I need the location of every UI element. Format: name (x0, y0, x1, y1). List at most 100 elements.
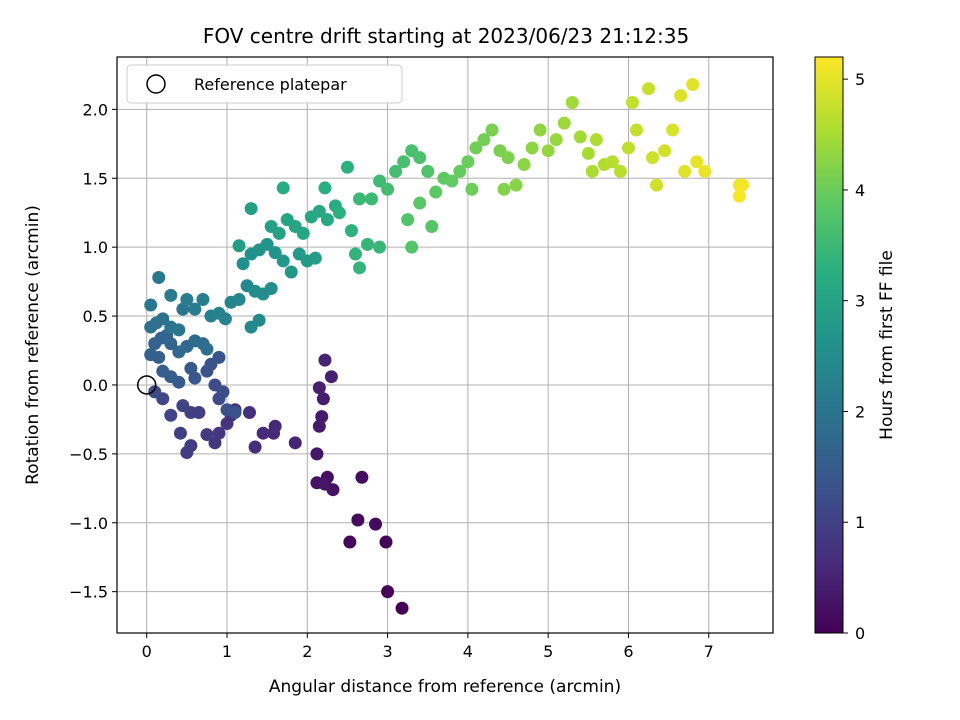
y-axis-ticks: −1.5 −1.0 −0.5 0.0 0.5 1.0 1.5 2.0 (69, 100, 117, 602)
data-point (228, 406, 242, 420)
data-point (315, 410, 329, 424)
colorbar: 0 1 2 3 4 5 Hours from first FF file (814, 56, 897, 643)
data-point (517, 157, 531, 171)
data-point (344, 224, 358, 238)
data-point (200, 428, 214, 442)
data-point (361, 237, 375, 251)
data-point (351, 513, 365, 527)
data-point (312, 204, 326, 218)
data-point (650, 178, 664, 192)
data-point (630, 123, 644, 137)
data-point (252, 313, 266, 327)
data-point (242, 406, 256, 420)
data-point (144, 298, 158, 312)
data-point (365, 192, 379, 206)
data-point (698, 164, 712, 178)
x-tick-label: 4 (463, 642, 473, 661)
legend-box (126, 64, 403, 104)
colorbar-gradient (815, 57, 843, 633)
data-point (320, 213, 334, 227)
data-point (557, 116, 571, 130)
data-point (276, 181, 290, 195)
data-point (461, 155, 475, 169)
data-point (236, 257, 250, 271)
data-point (276, 254, 290, 268)
data-point (690, 155, 704, 169)
colorbar-frame (814, 56, 844, 634)
data-point (509, 178, 523, 192)
data-point (453, 164, 467, 178)
data-point (369, 517, 383, 531)
data-points (144, 78, 749, 615)
data-point (184, 361, 198, 375)
data-point (312, 381, 326, 395)
data-point (605, 155, 619, 169)
data-point (212, 350, 226, 364)
data-point (156, 312, 170, 326)
data-point (621, 141, 635, 155)
data-point (401, 213, 415, 227)
data-point (218, 312, 232, 326)
data-point (573, 130, 587, 144)
data-point (260, 237, 274, 251)
data-point (585, 164, 599, 178)
data-point (445, 174, 459, 188)
data-point (352, 261, 366, 275)
data-point (389, 164, 403, 178)
chart-title: FOV centre drift starting at 2023/06/23 … (203, 24, 689, 48)
data-point (180, 293, 194, 307)
data-point (264, 282, 278, 296)
x-axis-label: Angular distance from reference (arcmin) (269, 677, 621, 697)
colorbar-label: Hours from first FF file (877, 250, 897, 440)
data-point (405, 240, 419, 254)
data-point (735, 178, 749, 192)
data-point (272, 226, 286, 240)
data-point (397, 155, 411, 169)
data-point (429, 185, 443, 199)
y-axis-label: Rotation from reference (arcmin) (23, 205, 43, 485)
data-point (232, 239, 246, 253)
x-tick-label: 7 (704, 642, 714, 661)
colorbar-ticks: 0 1 2 3 4 5 (843, 70, 865, 643)
data-point (156, 364, 170, 378)
x-tick-label: 1 (222, 642, 232, 661)
data-point (581, 146, 595, 160)
data-point (208, 436, 222, 450)
data-point (232, 293, 246, 307)
data-point (373, 174, 387, 188)
data-point (613, 164, 627, 178)
data-point (316, 392, 330, 406)
data-point (565, 95, 579, 109)
data-point (268, 246, 282, 260)
data-point (152, 270, 166, 284)
data-point (381, 182, 395, 196)
data-point (469, 141, 483, 155)
data-point (525, 141, 539, 155)
data-point (541, 144, 555, 158)
data-point (340, 160, 354, 174)
data-point (284, 265, 298, 279)
data-point (395, 601, 409, 615)
colorbar-tick-label: 5 (855, 70, 865, 89)
data-point (318, 181, 332, 195)
data-point (216, 385, 230, 399)
legend-marker-icon (146, 74, 166, 94)
data-point (267, 426, 281, 440)
colorbar-tick-label: 2 (855, 402, 865, 421)
data-point (549, 133, 563, 147)
data-point (421, 164, 435, 178)
data-point (666, 123, 680, 137)
y-tick-label: 2.0 (83, 100, 108, 119)
colorbar-tick-label: 1 (855, 513, 865, 532)
grid-lines (117, 57, 773, 633)
y-tick-label: 1.0 (83, 238, 108, 257)
data-point (379, 535, 393, 549)
data-point (288, 436, 302, 450)
data-point (308, 251, 322, 265)
x-tick-label: 2 (302, 642, 312, 661)
data-point (164, 408, 178, 422)
data-point (310, 447, 324, 461)
data-point (196, 293, 210, 307)
data-point (642, 82, 656, 96)
data-point (318, 477, 332, 491)
